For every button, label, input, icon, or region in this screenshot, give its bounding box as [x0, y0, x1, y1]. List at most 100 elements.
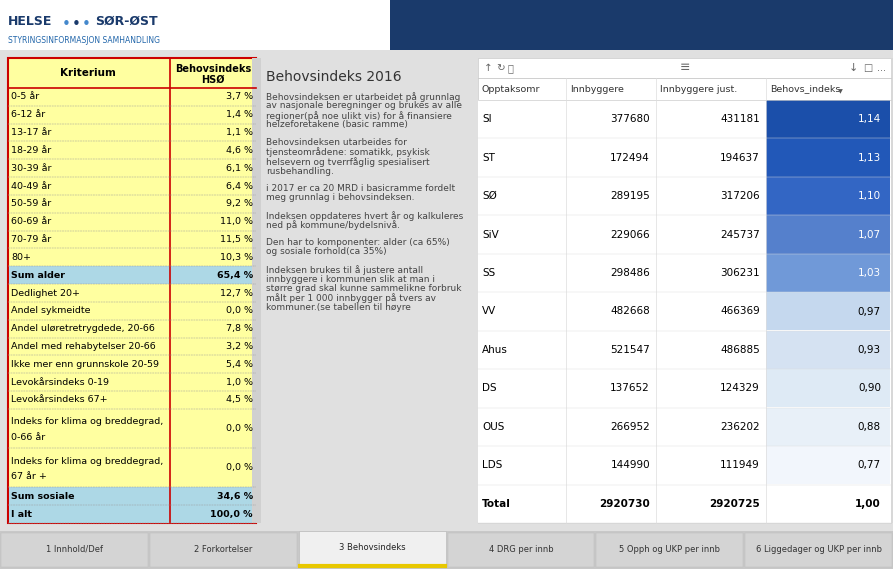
- Bar: [478, 485, 891, 523]
- Text: av nasjonale beregninger og brukes av alle: av nasjonale beregninger og brukes av al…: [266, 101, 462, 110]
- Text: Indeks for klima og breddegrad,: Indeks for klima og breddegrad,: [11, 417, 163, 426]
- Text: 1,03: 1,03: [858, 268, 881, 278]
- Text: ST: ST: [482, 152, 495, 163]
- Text: •: •: [82, 17, 91, 32]
- Text: rusbehandling.: rusbehandling.: [266, 167, 334, 175]
- Text: Den har to komponenter: alder (ca 65%): Den har to komponenter: alder (ca 65%): [266, 238, 450, 247]
- Text: 466369: 466369: [721, 307, 760, 316]
- Text: 521547: 521547: [610, 345, 650, 355]
- Text: ...: ...: [877, 63, 886, 73]
- Text: 12,7 %: 12,7 %: [220, 288, 253, 298]
- Text: 40-49 år: 40-49 år: [11, 182, 51, 191]
- Text: 0,90: 0,90: [858, 384, 881, 393]
- Bar: [891, 58, 893, 523]
- Text: Levokårsindeks 0-19: Levokårsindeks 0-19: [11, 378, 109, 387]
- Text: 4 DRG per innb: 4 DRG per innb: [488, 545, 554, 554]
- Text: 3,2 %: 3,2 %: [226, 342, 253, 351]
- Bar: [478, 177, 891, 215]
- Text: 1,10: 1,10: [858, 191, 881, 201]
- Text: 5 Opph og UKP per innb: 5 Opph og UKP per innb: [619, 545, 721, 554]
- Text: 0,0 %: 0,0 %: [226, 306, 253, 315]
- Text: 194637: 194637: [721, 152, 760, 163]
- Text: 0-5 år: 0-5 år: [11, 92, 39, 101]
- Bar: [478, 369, 891, 407]
- Text: 1,0 %: 1,0 %: [226, 378, 253, 387]
- Bar: [766, 407, 890, 446]
- Text: Behovsindeksen er utarbeidet på grunnlag: Behovsindeksen er utarbeidet på grunnlag: [266, 92, 461, 102]
- Text: Sum sosiale: Sum sosiale: [11, 492, 74, 501]
- Bar: [745, 533, 892, 567]
- Text: 3 Behovsindeks: 3 Behovsindeks: [338, 542, 405, 551]
- Text: Levokårsindeks 67+: Levokårsindeks 67+: [11, 395, 108, 405]
- Text: 13-17 år: 13-17 år: [11, 128, 52, 137]
- Bar: [390, 0, 893, 50]
- Text: Andel sykmeidte: Andel sykmeidte: [11, 306, 90, 315]
- Text: 65,4 %: 65,4 %: [217, 271, 253, 280]
- Text: 124329: 124329: [721, 384, 760, 393]
- Bar: [9, 487, 255, 505]
- Bar: [766, 138, 890, 176]
- Text: LDS: LDS: [482, 460, 503, 471]
- Text: 11,5 %: 11,5 %: [220, 235, 253, 244]
- Text: 0,97: 0,97: [858, 307, 881, 316]
- Text: 10,3 %: 10,3 %: [220, 253, 253, 262]
- Text: helsevern og tverrfåglig spesialisert: helsevern og tverrfåglig spesialisert: [266, 157, 430, 167]
- Bar: [766, 177, 890, 215]
- Text: 18-29 år: 18-29 år: [11, 146, 51, 155]
- Text: 0,0 %: 0,0 %: [226, 463, 253, 472]
- Text: 6,4 %: 6,4 %: [226, 182, 253, 191]
- Text: i 2017 er ca 20 MRD i basicramme fordelt: i 2017 er ca 20 MRD i basicramme fordelt: [266, 184, 455, 193]
- Text: 111949: 111949: [721, 460, 760, 471]
- Text: 1,13: 1,13: [858, 152, 881, 163]
- Text: 172494: 172494: [610, 152, 650, 163]
- Bar: [766, 254, 890, 292]
- Text: 1,07: 1,07: [858, 229, 881, 240]
- Text: tjensteområdene: somatikk, psykisk: tjensteområdene: somatikk, psykisk: [266, 147, 430, 158]
- Text: Behovsindeksen utarbeides for: Behovsindeksen utarbeides for: [266, 138, 407, 147]
- Text: Kriterium: Kriterium: [60, 68, 116, 78]
- Text: ↓: ↓: [849, 63, 858, 73]
- Text: 4,6 %: 4,6 %: [226, 146, 253, 155]
- Bar: [8, 58, 256, 523]
- Text: 11,0 %: 11,0 %: [220, 217, 253, 226]
- Text: 0,93: 0,93: [858, 345, 881, 355]
- Text: kommuner.(se tabellen til høyre: kommuner.(se tabellen til høyre: [266, 303, 411, 312]
- Text: målt per 1 000 innbygger på tvers av: målt per 1 000 innbygger på tvers av: [266, 294, 436, 303]
- Text: 5,4 %: 5,4 %: [226, 360, 253, 369]
- Text: OUS: OUS: [482, 422, 505, 432]
- Bar: [9, 505, 255, 523]
- Text: Indeksen oppdateres hvert år og kalkuleres: Indeksen oppdateres hvert år og kalkuler…: [266, 211, 463, 221]
- Text: SØ: SØ: [482, 191, 497, 201]
- Text: og sosiale forhold(ca 35%): og sosiale forhold(ca 35%): [266, 248, 387, 257]
- Bar: [766, 369, 890, 407]
- Text: ↑: ↑: [484, 63, 493, 73]
- Text: 236202: 236202: [721, 422, 760, 432]
- Text: 289195: 289195: [610, 191, 650, 201]
- Text: regioner(på noe ulikt vis) for å finansiere: regioner(på noe ulikt vis) for å finansi…: [266, 111, 452, 121]
- Text: •: •: [62, 17, 71, 32]
- Text: 482668: 482668: [610, 307, 650, 316]
- Text: Dedlighet 20+: Dedlighet 20+: [11, 288, 80, 298]
- Text: Indeks for klima og breddegrad,: Indeks for klima og breddegrad,: [11, 456, 163, 465]
- Text: Ikke mer enn grunnskole 20-59: Ikke mer enn grunnskole 20-59: [11, 360, 159, 369]
- Bar: [1, 533, 148, 567]
- Text: 377680: 377680: [611, 114, 650, 124]
- Text: I alt: I alt: [11, 510, 32, 518]
- Text: 70-79 år: 70-79 år: [11, 235, 51, 244]
- Text: Opptaksomr: Opptaksomr: [482, 85, 540, 93]
- Text: innbyggere i kommunen slik at man i: innbyggere i kommunen slik at man i: [266, 274, 435, 283]
- Text: 9,2 %: 9,2 %: [226, 199, 253, 208]
- Text: Innbyggere just.: Innbyggere just.: [660, 85, 738, 93]
- Text: SI: SI: [482, 114, 492, 124]
- Bar: [597, 533, 743, 567]
- Text: 30-39 år: 30-39 år: [11, 164, 52, 173]
- Text: Andel med rehabytelser 20-66: Andel med rehabytelser 20-66: [11, 342, 155, 351]
- Text: 298486: 298486: [610, 268, 650, 278]
- Text: 60-69 år: 60-69 år: [11, 217, 51, 226]
- Bar: [478, 331, 891, 369]
- Text: 50-59 år: 50-59 år: [11, 199, 51, 208]
- Text: 1 Innhold/Def: 1 Innhold/Def: [46, 545, 103, 554]
- Text: 317206: 317206: [721, 191, 760, 201]
- Text: Sum alder: Sum alder: [11, 271, 65, 280]
- Text: 80+: 80+: [11, 253, 31, 262]
